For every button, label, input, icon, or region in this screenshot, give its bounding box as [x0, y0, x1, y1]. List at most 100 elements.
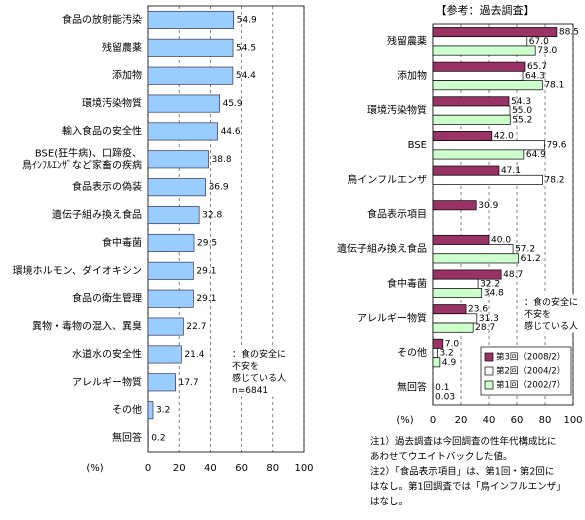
y-tick-label: 添加物 — [112, 69, 142, 82]
y-tick-label: 水道水の安全性 — [72, 347, 142, 360]
value-label: 38.8 — [212, 155, 232, 165]
y-tick-label: 食品表示項目 — [367, 208, 427, 221]
y-tick-label: 無回答 — [397, 381, 427, 394]
value-label: 64.3 — [525, 71, 545, 81]
value-label: 29.1 — [196, 294, 216, 304]
x-tick-label: 20 — [455, 415, 468, 426]
x-tick-label: 40 — [204, 463, 217, 474]
note: 注2）「食品表示項目」は、第1回・第2回に — [370, 466, 554, 478]
bar — [432, 253, 520, 264]
value-label: 42.0 — [494, 131, 514, 141]
bar — [147, 178, 206, 197]
bar — [147, 150, 209, 169]
y-tick-label: 異物・毒物の混入、異臭 — [32, 320, 142, 333]
y-tick-label: BSE(狂牛病)、口蹄疫、鳥ｲﾝﾌﾙｴﾝｻﾞなど家畜の疾病 — [22, 146, 142, 171]
legend-swatch — [484, 366, 494, 376]
value-label: 44.6 — [221, 127, 241, 137]
bar — [432, 200, 477, 211]
y-tick-label: アレルギー物質 — [357, 311, 427, 324]
bar — [147, 66, 234, 85]
plot-frame — [147, 5, 305, 453]
x-axis-unit: (%) — [396, 415, 413, 426]
y-tick-label: 環境汚染物質 — [367, 104, 427, 117]
bar — [432, 114, 511, 125]
y-tick-label: 遺伝子組み換え食品 — [337, 242, 427, 255]
value-label: 0.1 — [435, 383, 449, 393]
x-tick-label: 80 — [539, 415, 552, 426]
annotation: ：食の安全に不安を感じている人 n=6841 — [232, 348, 286, 396]
note: 注1）過去調査は今回調査の性年代構成比に — [370, 436, 557, 448]
bar — [147, 38, 234, 57]
value-label: 57.2 — [515, 245, 535, 255]
y-tick-label: アレルギー物質 — [72, 375, 142, 388]
value-label: 64.9 — [526, 150, 546, 160]
value-label: 0.2 — [151, 434, 165, 444]
x-axis-unit: (%) — [86, 463, 103, 474]
bar — [432, 338, 444, 349]
value-label: 78.2 — [544, 175, 564, 185]
bar — [147, 373, 176, 392]
x-tick-label: 60 — [511, 415, 524, 426]
value-label: 32.8 — [202, 211, 222, 221]
value-label: 28.7 — [475, 323, 495, 333]
value-label: 3.2 — [156, 406, 170, 416]
bar — [147, 122, 218, 141]
bar — [432, 278, 479, 289]
value-label: 0.03 — [435, 392, 455, 402]
bar — [432, 165, 500, 176]
x-tick-label: 0 — [430, 415, 436, 426]
y-tick-label: 食中毒菌 — [387, 277, 427, 290]
value-label: 78.1 — [544, 81, 564, 91]
bar — [147, 10, 234, 29]
value-label: 21.4 — [184, 350, 204, 360]
value-label: 65.7 — [527, 62, 547, 72]
value-label: 17.7 — [179, 378, 199, 388]
bar — [432, 357, 441, 368]
note: はなし。第1回調査では「鳥インフルエンザ」 — [370, 481, 566, 493]
legend-label: 第3回（2008/2） — [496, 352, 565, 363]
bar — [147, 401, 154, 420]
plot-frame — [432, 23, 574, 406]
legend-box — [480, 346, 572, 396]
x-tick-label: 60 — [235, 463, 248, 474]
value-label: 31.3 — [479, 314, 499, 324]
chart-title: 【参考：過去調査】 — [436, 3, 535, 17]
y-tick-label: 食品の衛生管理 — [72, 292, 142, 305]
note: はなし。 — [370, 497, 408, 508]
value-label: 3.2 — [439, 349, 453, 359]
bar — [147, 317, 184, 336]
value-label: 61.2 — [521, 254, 541, 264]
bar — [432, 269, 502, 280]
y-tick-label: 無回答 — [112, 431, 142, 444]
legend-swatch — [484, 380, 494, 390]
y-tick-label: 遺伝子組み換え食品 — [52, 208, 142, 221]
bar — [432, 244, 514, 255]
value-label: 54.4 — [236, 71, 256, 81]
y-tick-label: 環境汚染物質 — [82, 97, 142, 110]
legend-swatch — [484, 352, 494, 362]
bar — [432, 234, 490, 245]
value-label: 4.9 — [442, 358, 457, 368]
bar — [147, 261, 194, 280]
bar — [432, 27, 558, 38]
y-tick-label: その他 — [112, 403, 142, 416]
value-label: 34.8 — [484, 289, 504, 299]
bar — [147, 345, 182, 364]
value-label: 55.0 — [512, 106, 532, 116]
y-tick-label: 食中毒菌 — [102, 236, 142, 249]
bar — [147, 289, 194, 308]
value-label: 32.2 — [480, 279, 500, 289]
value-label: 30.9 — [478, 201, 498, 211]
y-tick-label: 食品の放射能汚染 — [62, 13, 142, 26]
value-label: 55.2 — [512, 115, 532, 125]
bar — [432, 70, 524, 81]
value-label: 7.0 — [445, 339, 460, 349]
y-tick-label: 添加物 — [397, 69, 427, 82]
bar — [432, 149, 525, 160]
y-tick-label: 食品表示の偽装 — [72, 180, 142, 193]
legend-label: 第2回（2004/2） — [496, 366, 565, 377]
value-label: 36.9 — [209, 183, 229, 193]
bar — [432, 96, 510, 107]
bar — [432, 304, 467, 315]
